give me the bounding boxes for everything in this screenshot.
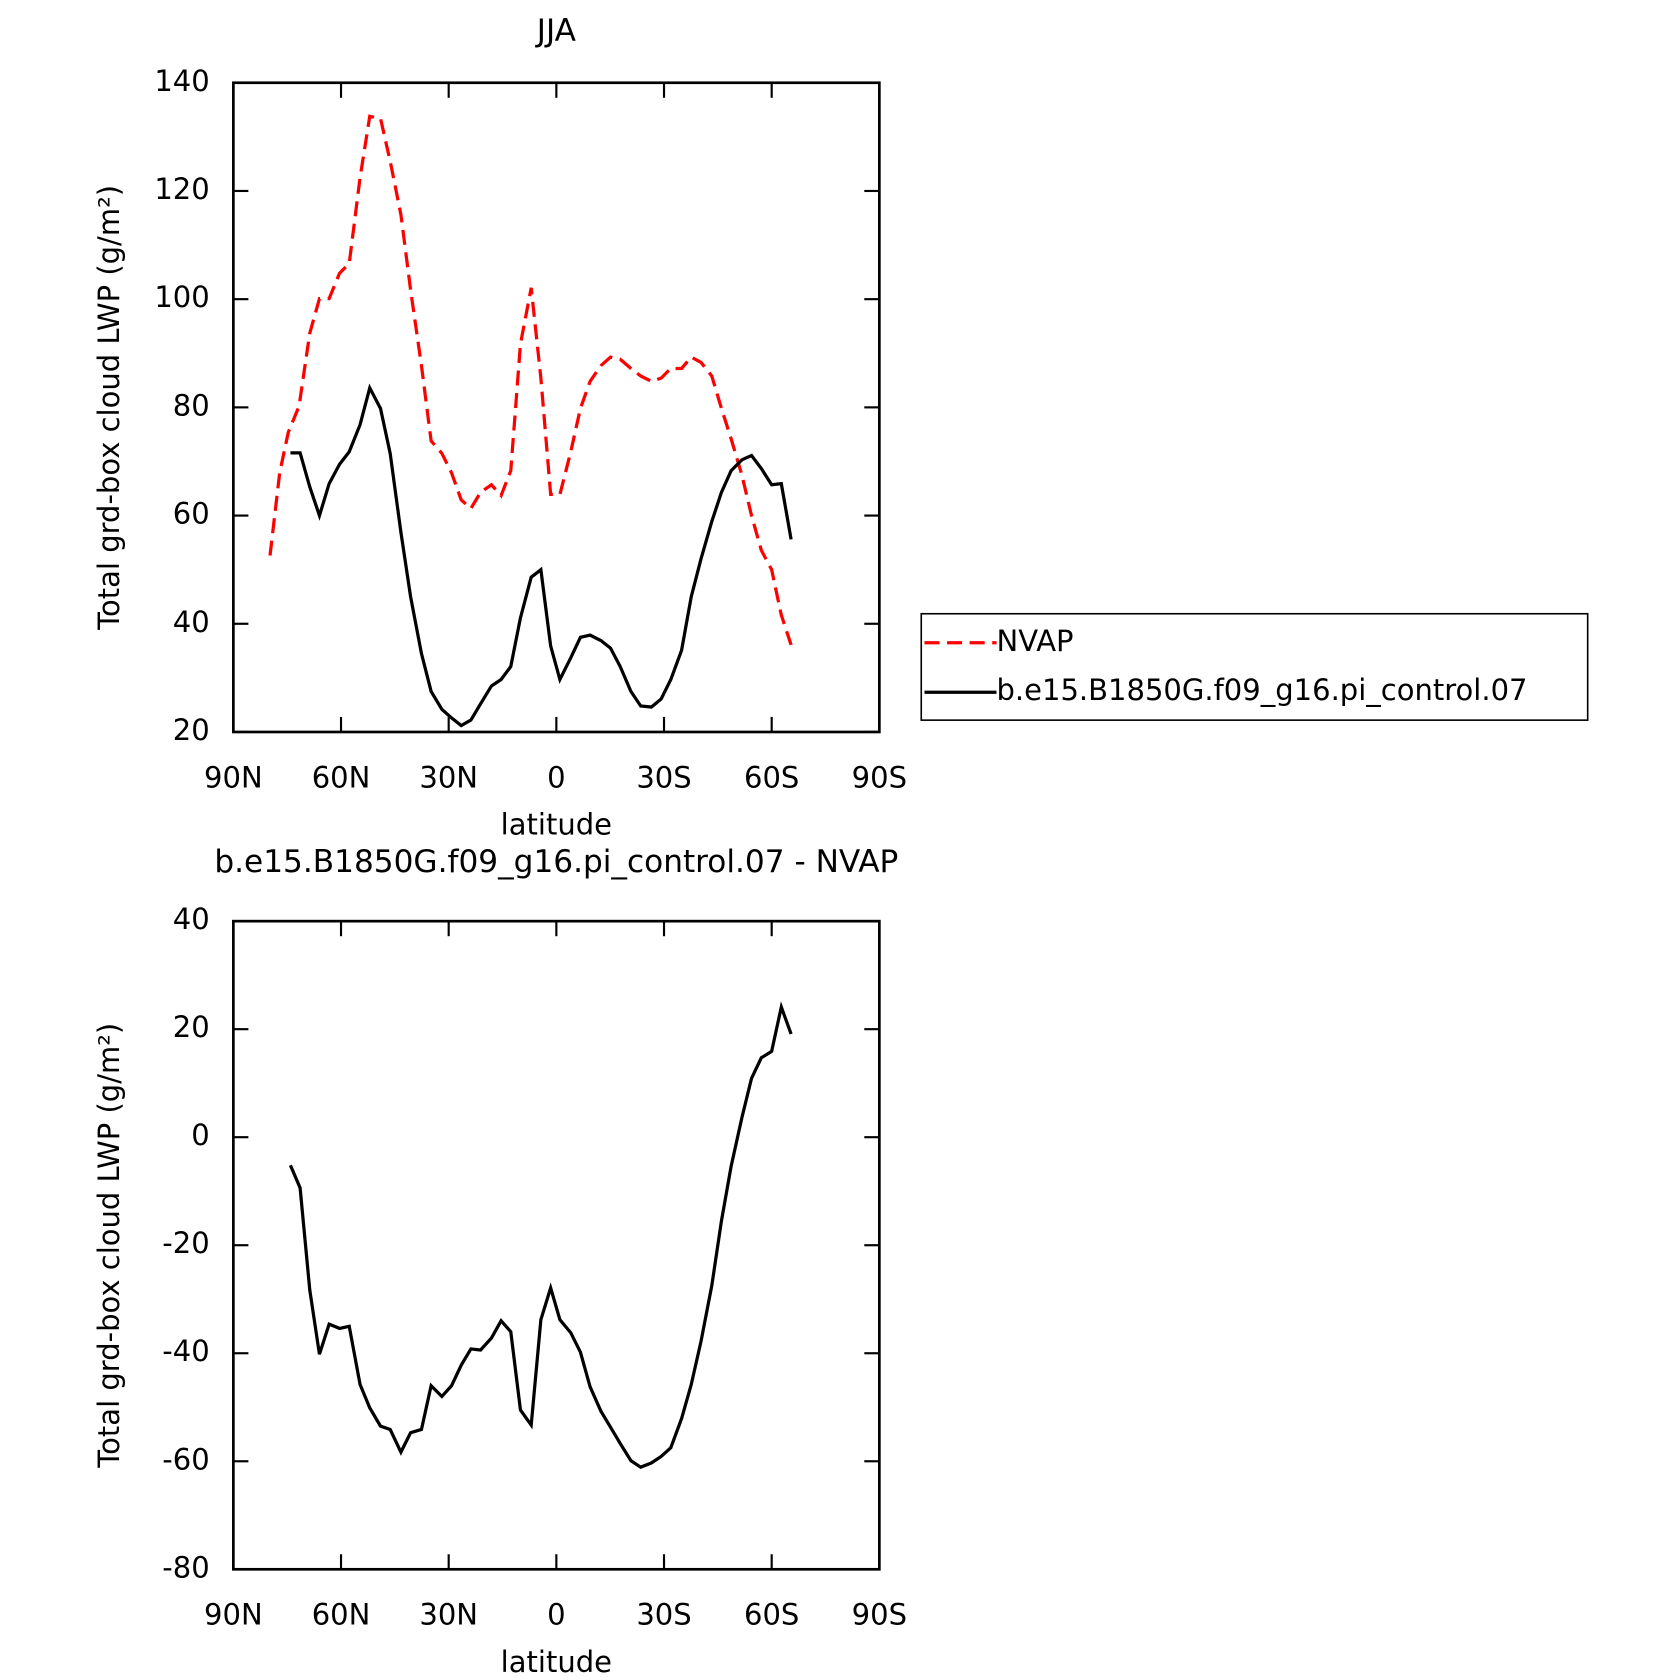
x-tick-label: 90S xyxy=(852,1598,907,1632)
x-tick-label: 60N xyxy=(312,760,371,794)
plot-frame xyxy=(232,919,881,1571)
x-tick-label: 30S xyxy=(636,760,691,794)
y-tick-label: 140 xyxy=(154,64,209,98)
x-axis-label: latitude xyxy=(501,808,612,842)
x-tick-label: 30N xyxy=(419,760,478,794)
y-tick-label: 120 xyxy=(154,172,209,206)
x-tick-label: 90N xyxy=(204,760,263,794)
x-tick-label: 90S xyxy=(852,760,907,794)
y-tick-label: 40 xyxy=(173,605,210,639)
y-tick-label: -20 xyxy=(162,1226,209,1260)
plot-frame xyxy=(232,81,881,734)
y-tick-label: 20 xyxy=(173,1010,210,1044)
x-tick-label: 0 xyxy=(547,1598,565,1632)
y-tick-label: 60 xyxy=(173,497,210,531)
y-tick-label: -60 xyxy=(162,1442,209,1476)
legend-box xyxy=(920,612,1589,721)
y-tick-label: 40 xyxy=(173,902,210,936)
y-tick-label: -40 xyxy=(162,1334,209,1368)
y-tick-label: 100 xyxy=(154,280,209,314)
x-tick-label: 60N xyxy=(312,1598,371,1632)
chart-title: b.e15.B1850G.f09_g16.pi_control.07 - NVA… xyxy=(214,844,898,880)
y-tick-label: 80 xyxy=(173,388,210,422)
legend-label: NVAP xyxy=(997,624,1074,658)
y-tick-label: -80 xyxy=(162,1550,209,1584)
x-tick-label: 30N xyxy=(419,1598,478,1632)
data-line xyxy=(268,114,793,646)
x-tick-label: 30S xyxy=(636,1598,691,1632)
x-tick-label: 60S xyxy=(744,1598,799,1632)
x-tick-label: 60S xyxy=(744,760,799,794)
x-axis-label: latitude xyxy=(501,1645,612,1679)
y-axis-label: Total grd-box cloud LWP (g/m²) xyxy=(92,185,126,631)
y-tick-label: 20 xyxy=(173,713,210,747)
y-axis-label: Total grd-box cloud LWP (g/m²) xyxy=(92,1023,126,1469)
data-line xyxy=(288,1001,793,1469)
legend-label: b.e15.B1850G.f09_g16.pi_control.07 xyxy=(997,673,1528,707)
data-line xyxy=(290,383,793,728)
x-tick-label: 90N xyxy=(204,1598,263,1632)
x-tick-label: 0 xyxy=(547,760,565,794)
chart-title: JJA xyxy=(535,13,577,49)
y-tick-label: 0 xyxy=(191,1118,209,1152)
